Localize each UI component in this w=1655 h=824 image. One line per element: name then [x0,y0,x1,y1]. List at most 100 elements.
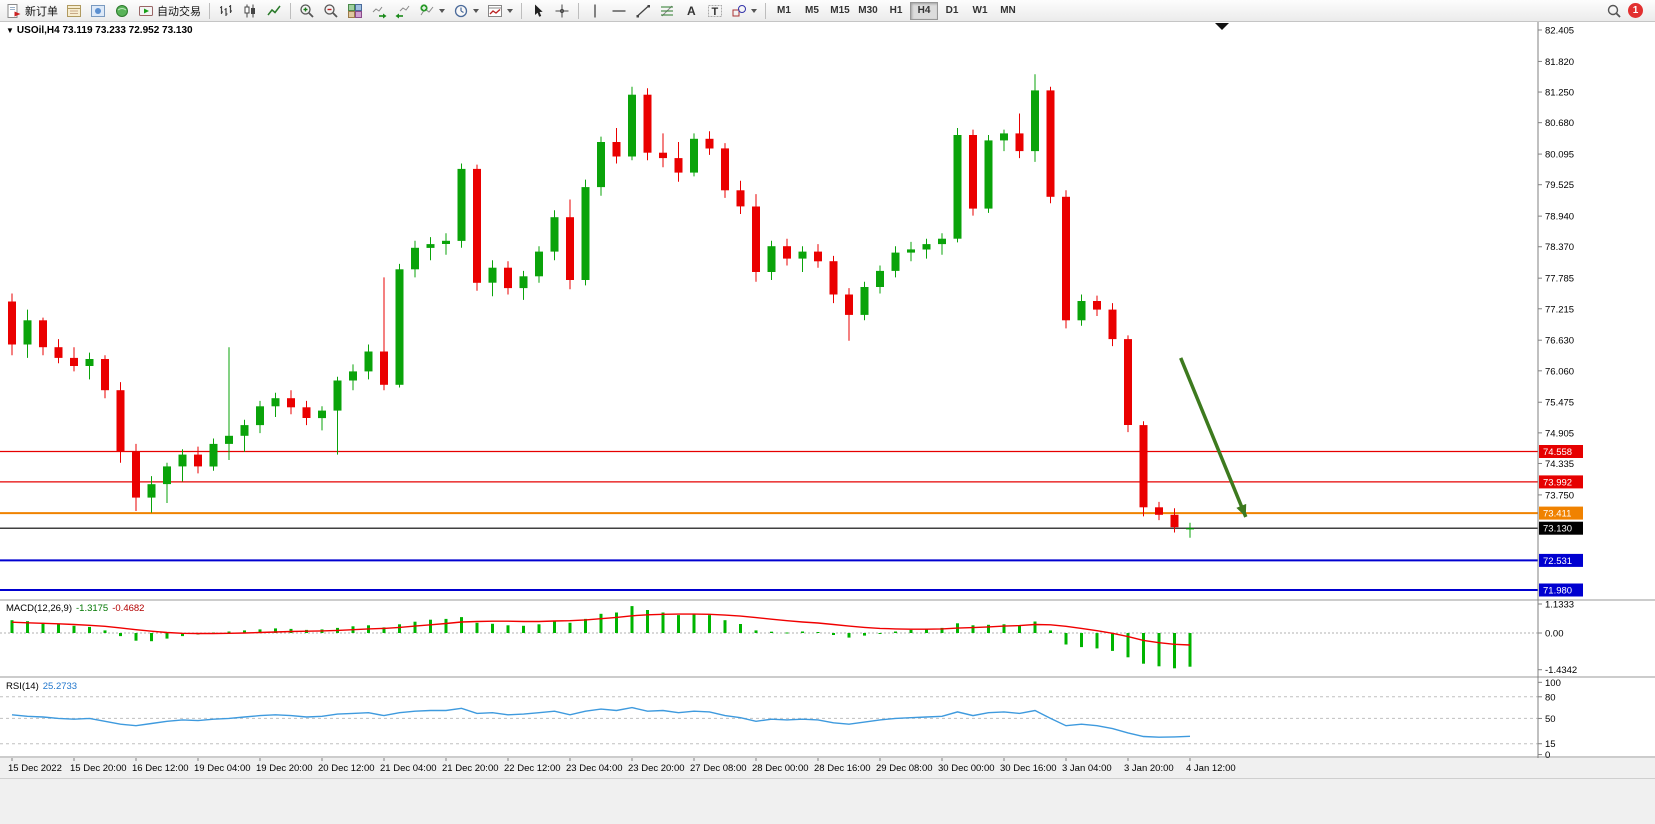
candle-body [194,454,202,467]
macd-histogram-bar [584,618,587,633]
timeframe-button-M15[interactable]: M15 [826,2,854,20]
auto-scroll-button[interactable] [367,1,391,21]
price-axis-label: 82.405 [1545,26,1574,37]
one-click-trading-icon[interactable]: ▼ [6,26,14,35]
svg-text:T: T [712,6,719,18]
line-chart-button[interactable] [262,1,286,21]
price-chart-canvas[interactable]: 82.405 81.820 81.250 80.680 80.095 79.525 78.9… [0,22,1655,778]
navigator-icon [91,4,105,17]
timeframe-button-M1[interactable]: M1 [770,2,798,20]
text-icon: A [687,4,696,18]
zoom-out-button[interactable] [319,1,343,21]
notification-badge[interactable]: 1 [1628,3,1643,18]
candle-body [271,398,280,407]
template-icon [488,4,502,17]
terminal-button[interactable] [110,1,134,21]
search-button[interactable] [1602,1,1626,21]
vertical-line-tool-button[interactable] [583,1,607,21]
text-tool-button[interactable]: A [679,1,703,21]
timeframe-button-M30[interactable]: M30 [854,2,882,20]
search-icon [1607,4,1621,18]
price-axis-label: 74.905 [1545,428,1574,439]
rsi-axis-label: 100 [1545,678,1561,689]
candle-body [674,158,683,173]
cursor-button[interactable] [526,1,550,21]
candle-body [922,244,931,250]
price-badge-text: 71.980 [1543,585,1572,596]
rsi-axis-label: 0 [1545,750,1550,761]
price-axis[interactable]: 82.405 81.820 81.250 80.680 80.095 79.525 78.9… [1538,26,1583,762]
horizontal-line-tool-button[interactable] [607,1,631,21]
new-order-button[interactable]: 新订单 [2,1,62,21]
price-axis-label: 77.215 [1545,304,1574,315]
rsi-axis-label: 80 [1545,692,1556,703]
macd-histogram-bar [1064,633,1068,645]
text-label-tool-button[interactable]: T [703,1,727,21]
navigator-button[interactable] [86,1,110,21]
macd-histogram-bar [444,618,448,633]
macd-histogram-bar [181,633,184,637]
templates-button[interactable] [483,1,517,21]
macd-histogram-bar [754,630,758,633]
candle-body [23,320,32,345]
shapes-tool-button[interactable] [727,1,761,21]
candle-body [54,347,63,358]
price-axis-label: 77.785 [1545,274,1574,285]
price-axis-label: 81.820 [1545,57,1574,68]
trendline-tool-button[interactable] [631,1,655,21]
periods-dropdown-caret [473,8,479,13]
candle-body [1062,196,1070,321]
timeframe-button-MN[interactable]: MN [994,2,1022,20]
candle-body [690,138,698,173]
market-watch-button[interactable] [62,1,86,21]
macd-histogram-bar [630,606,634,633]
candle-body [1015,133,1024,152]
candle-body [349,371,357,381]
crosshair-button[interactable] [550,1,574,21]
shapes-dropdown-caret [751,8,757,13]
macd-histogram-bar [506,625,510,633]
down-arrow-annotation[interactable] [1179,357,1248,518]
timeframe-button-M5[interactable]: M5 [798,2,826,20]
price-axis-label: 80.095 [1545,150,1574,161]
tile-windows-button[interactable] [343,1,367,21]
macd-histogram-bar [816,632,820,633]
autotrade-button[interactable]: 自动交易 [134,1,205,21]
candle-body [705,138,714,149]
timeframe-button-H1[interactable]: H1 [882,2,910,20]
macd-histogram-bar [491,623,494,633]
candle-body [85,359,94,366]
chart-shift-icon [395,5,410,18]
periods-button[interactable] [449,1,483,21]
candle-body [116,390,125,452]
candle-body [488,267,497,283]
candle-body [566,217,574,280]
fibonacci-tool-button[interactable] [655,1,679,21]
horizontal-lines-layer [0,450,1538,591]
price-axis-label: 79.525 [1545,180,1574,191]
rsi-line [11,706,1191,738]
time-axis-label: 3 Jan 04:00 [1062,763,1112,774]
zoom-in-button[interactable] [295,1,319,21]
macd-histogram-bar [1033,621,1037,633]
macd-histogram-bar [832,633,835,635]
candle-body [829,261,838,295]
candle-body [721,148,729,191]
bar-chart-button[interactable] [214,1,238,21]
candlestick-chart-button[interactable] [238,1,262,21]
candle-body [318,410,326,419]
macd-histogram-bar [103,630,107,633]
timeframe-button-D1[interactable]: D1 [938,2,966,20]
candle-body [969,135,977,209]
macd-histogram-bar [165,633,169,639]
macd-histogram-bar [26,621,29,633]
chart-shift-button[interactable] [391,1,415,21]
timeframe-button-H4[interactable]: H4 [910,1,938,20]
macd-signal-line [11,613,1191,646]
chart-shift-marker[interactable] [1215,23,1229,30]
indicators-button[interactable] [415,1,449,21]
candle-body [457,168,466,241]
timeframe-button-W1[interactable]: W1 [966,2,994,20]
time-axis[interactable]: 15 Dec 2022 15 Dec 20:00 16 Dec 12:00 19 De… [8,758,1236,774]
macd-histogram-bar [57,624,60,633]
